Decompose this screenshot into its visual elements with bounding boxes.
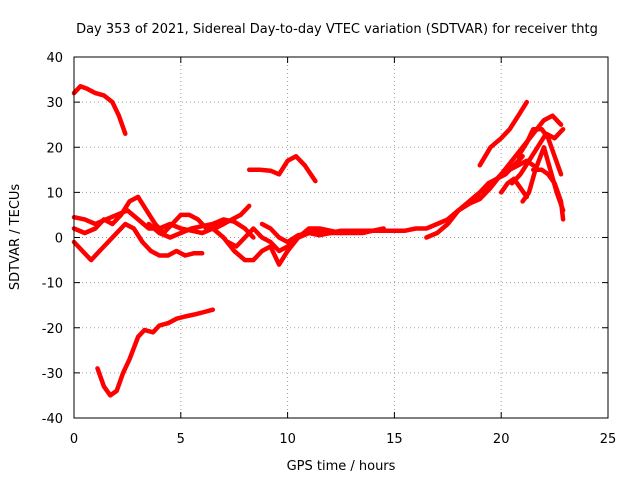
series-track-13: [477, 99, 530, 168]
y-tick-label: -20: [42, 322, 63, 337]
series-track-3: [246, 154, 318, 184]
plot-area: [71, 84, 566, 398]
series-track-19: [498, 176, 530, 200]
series-track-15: [509, 126, 566, 186]
series-track-16: [516, 126, 564, 177]
y-tick-label: 30: [46, 96, 63, 111]
series-track-2: [95, 307, 216, 398]
y-tick-label: -40: [42, 412, 63, 427]
series-track-10: [259, 221, 354, 245]
series-track-6: [71, 208, 226, 236]
chart-title: Day 353 of 2021, Sidereal Day-to-day VTE…: [76, 22, 598, 37]
series-track-12: [445, 113, 564, 222]
x-tick-label: 15: [386, 432, 403, 447]
x-tick-label: 10: [279, 432, 296, 447]
y-tick-label: -30: [42, 367, 63, 382]
series-track-5: [71, 221, 205, 263]
series-track-9: [210, 226, 386, 267]
x-tick-label: 20: [493, 432, 510, 447]
y-tick-label: -10: [42, 277, 63, 292]
x-tick-label: 25: [600, 432, 617, 447]
y-tick-label: 10: [46, 186, 63, 201]
y-tick-label: 0: [55, 232, 63, 247]
x-axis-label: GPS time / hours: [287, 459, 396, 474]
x-tick-label: 5: [177, 432, 185, 447]
axes: 0 5 10 15 20 25 -40 -30 -20 -10 0 10 20 30 40: [42, 51, 617, 447]
series-track-7: [146, 217, 256, 240]
series-track-18: [520, 145, 566, 213]
y-tick-label: 40: [46, 51, 63, 66]
x-tick-label: 0: [70, 432, 78, 447]
series-track-1: [71, 84, 128, 136]
y-tick-label: 20: [46, 141, 63, 156]
grid: [74, 57, 608, 418]
y-axis-label: SDTVAR / TECUs: [8, 184, 23, 291]
